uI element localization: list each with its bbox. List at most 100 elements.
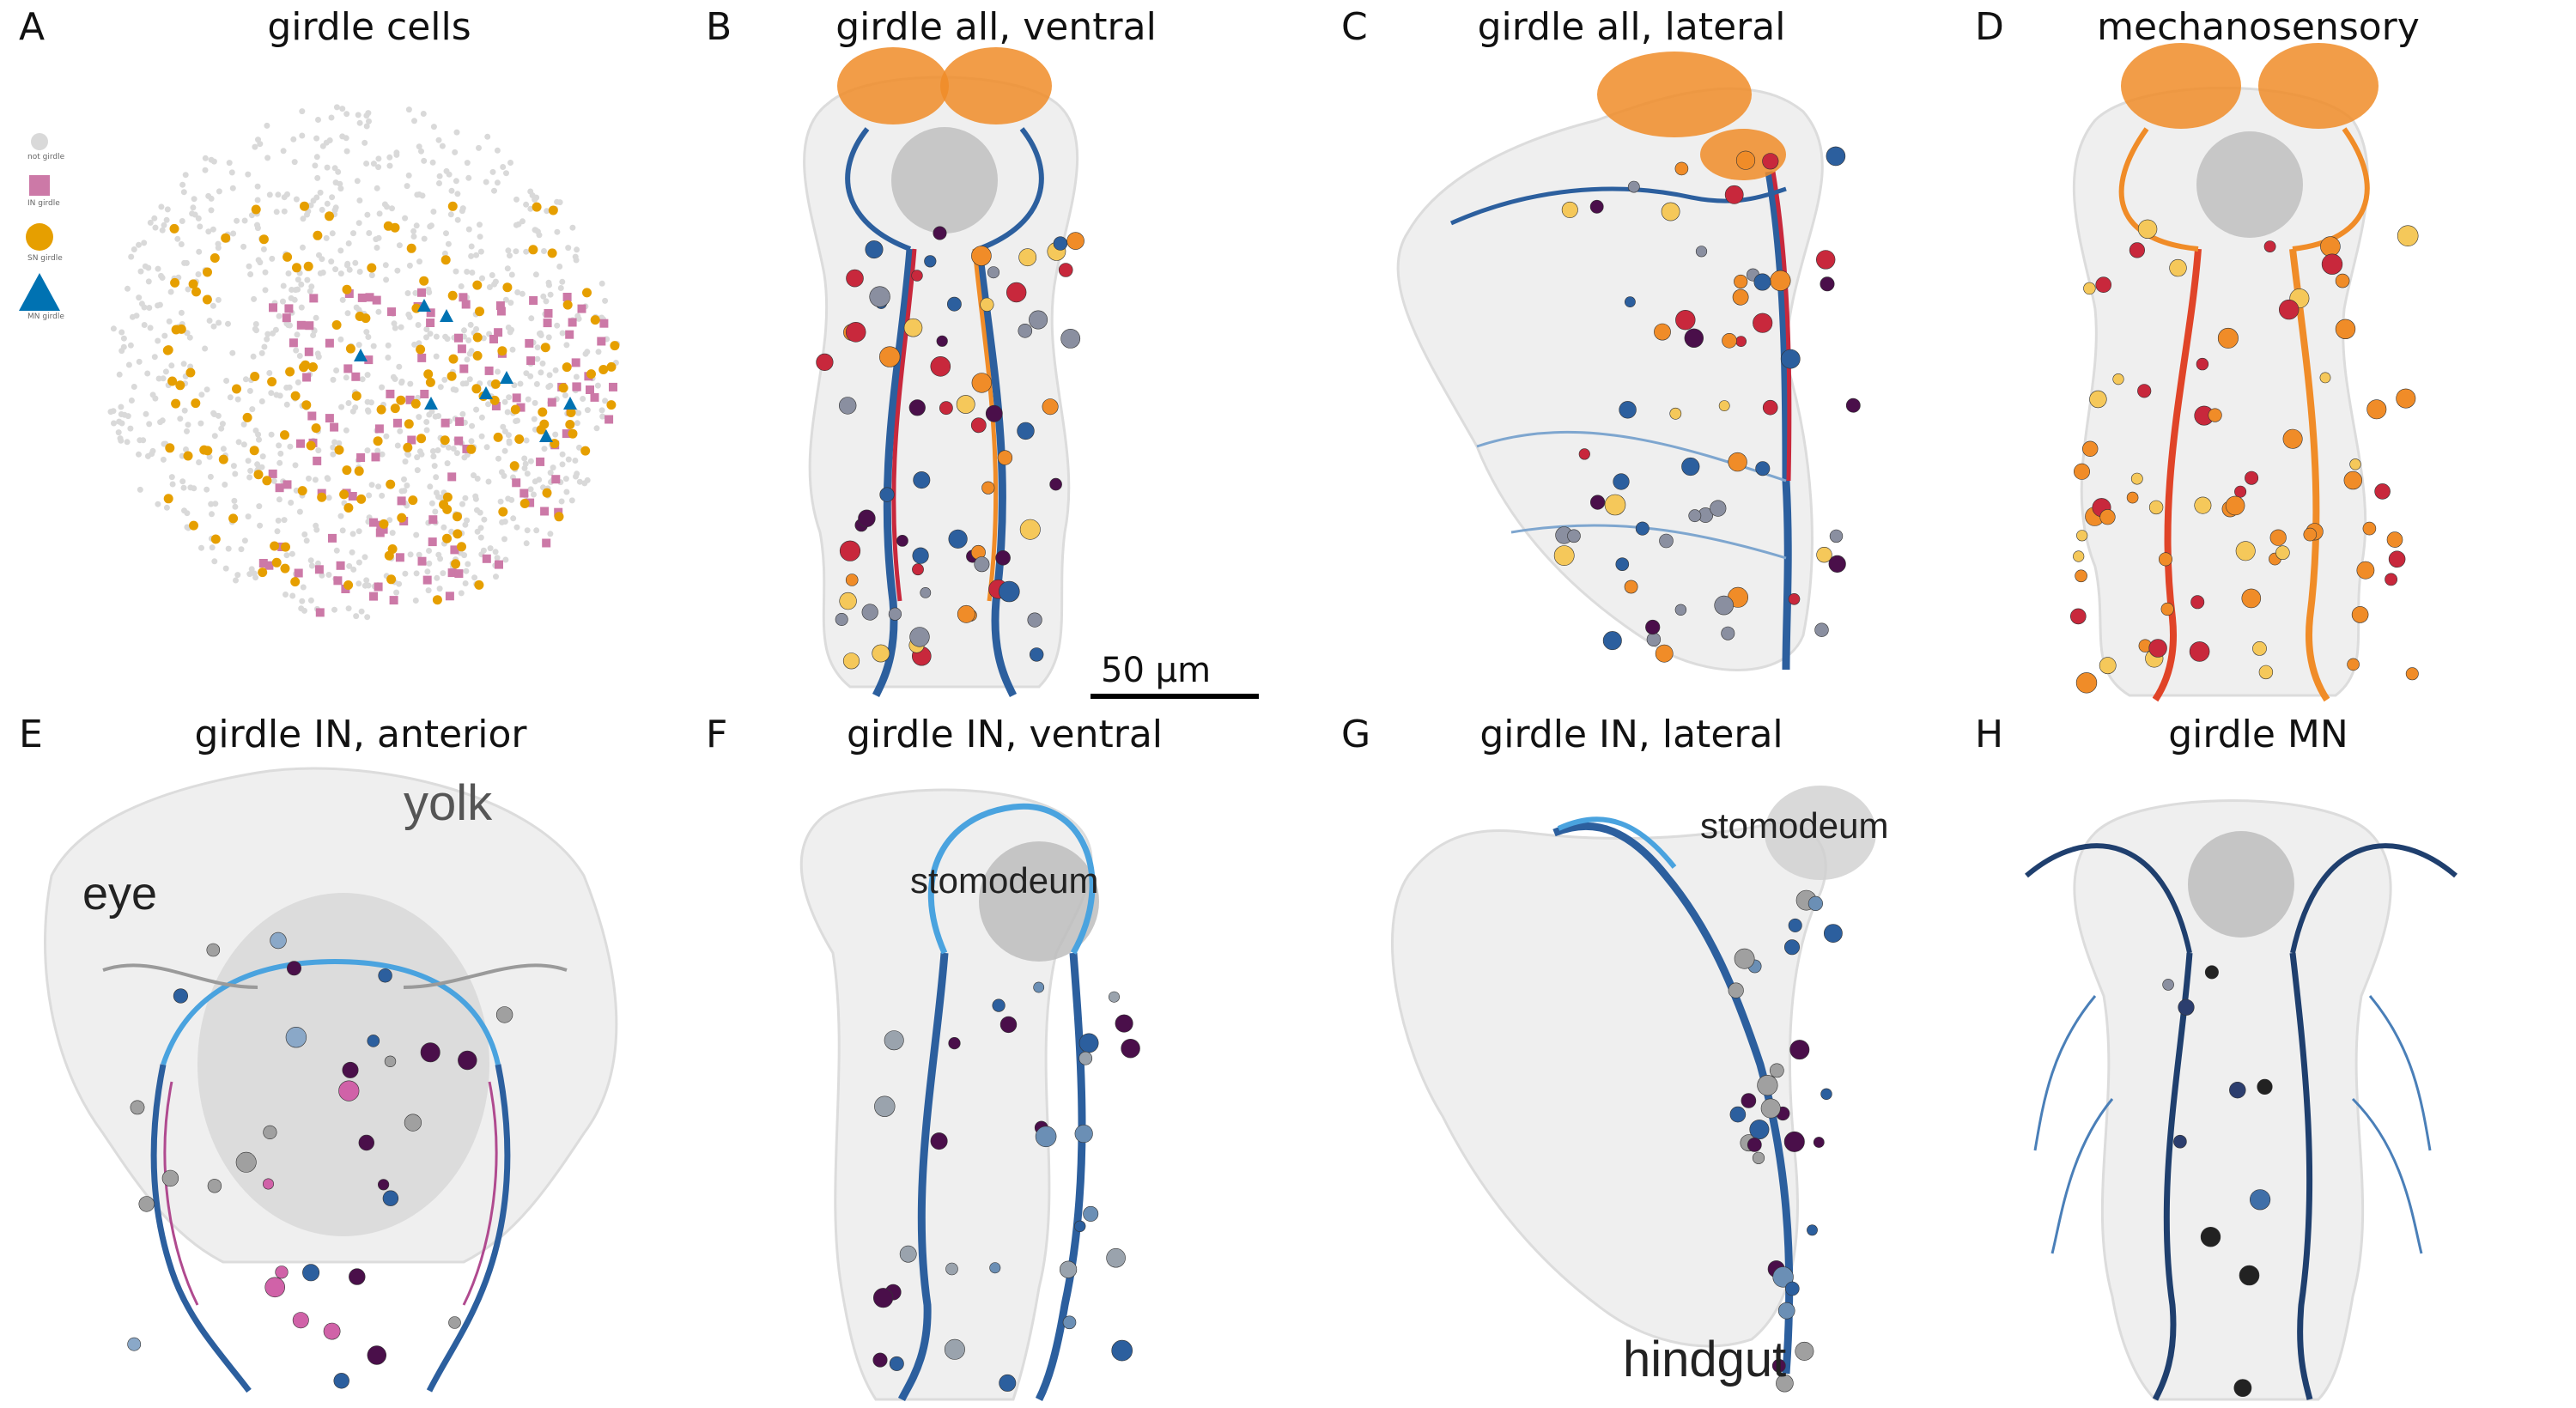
not-girdle-point [453,450,460,457]
not-girdle-point [287,322,293,329]
neuron-render-in-lateral [1390,786,1876,1393]
not-girdle-point [443,230,449,237]
soma [946,296,962,312]
not-girdle-point [414,467,421,474]
soma [1776,1374,1794,1393]
sn-girdle-point [301,400,312,410]
not-girdle-point [410,234,417,240]
not-girdle-point [317,189,324,196]
not-girdle-point [234,217,240,224]
mn-dorsal-branches [2025,843,2458,954]
in-girdle-point [336,561,345,570]
soma [842,652,860,670]
soma [2351,606,2369,623]
circumoral-connective [845,127,1044,252]
panel-title-h: girdle MN [2168,713,2348,756]
not-girdle-point [545,384,552,391]
not-girdle-point [228,169,235,176]
soma [1578,448,1590,460]
soma [957,604,975,623]
stomodeum [2196,131,2303,238]
not-girdle-point [429,159,436,166]
in-girdle-point [328,533,337,543]
not-girdle-point [383,276,390,283]
not-girdle-point [416,414,422,421]
label-yolk: yolk [404,775,493,831]
in-girdle-point [577,304,586,313]
girdle-in-right [1035,952,1086,1402]
not-girdle-point [315,354,322,361]
soma [1788,918,1802,932]
sn-girdle-point [493,432,503,442]
not-girdle-point [262,269,269,276]
sn-girdle-point [379,519,389,529]
not-girdle-point [404,482,410,489]
not-girdle-point [280,298,286,305]
not-girdle-point [494,179,501,186]
soma [286,961,301,976]
soma-spheres [872,981,1140,1392]
soma [2137,219,2158,239]
not-girdle-point [430,453,437,460]
not-girdle-point [227,394,234,401]
sn-girdle-point [580,446,591,456]
soma [1106,1247,1126,1268]
not-girdle-point [507,160,513,166]
legend-marker-not-girdle [31,133,48,150]
soma [2200,1226,2221,1247]
sn-girdle-point [425,377,435,387]
not-girdle-point [554,228,561,235]
not-girdle-point [486,284,493,290]
not-girdle-point [524,470,531,477]
not-girdle-point [536,476,543,483]
not-girdle-point [211,433,218,440]
soma [992,998,1005,1012]
soma [173,988,188,1004]
not-girdle-point [160,456,167,463]
sn-girdle-point [300,201,309,211]
not-girdle-point [532,399,538,406]
soma [2070,608,2087,625]
not-girdle-point [415,322,422,328]
soma [1669,407,1682,420]
not-girdle-point [248,566,255,573]
not-girdle-point [179,218,185,224]
not-girdle-point [437,384,444,391]
soma [1816,546,1832,563]
not-girdle-point [383,433,390,440]
soma [1729,1106,1747,1123]
not-girdle-point [180,189,187,196]
not-girdle-point [315,447,322,454]
soma [1807,1224,1818,1236]
sensory-cluster [1597,52,1786,180]
not-girdle-point [219,421,226,428]
not-girdle-point [430,124,437,130]
in-girdle-point [525,338,534,348]
not-girdle-point [471,472,477,479]
not-girdle-point [501,398,508,405]
soma [378,968,392,983]
not-girdle-point [215,296,222,303]
in-girdle-point [371,452,380,462]
not-girdle-point [206,453,213,460]
soma [2148,639,2167,658]
not-girdle-point [337,513,344,519]
not-girdle-point [453,129,460,136]
not-girdle-point [492,278,499,285]
soma [974,556,990,573]
soma [873,1288,894,1308]
soma [899,1245,917,1263]
not-girdle-point [118,329,125,336]
not-girdle-point [343,111,350,118]
not-girdle-point [450,386,457,393]
soma [987,266,999,279]
soma [1753,313,1773,333]
soma [2178,998,2195,1016]
sn-girdle-point [547,248,557,258]
soma [2405,667,2419,681]
sn-girdle-point [568,428,578,439]
in-girdle-point [275,483,284,493]
not-girdle-point [426,548,432,554]
not-girdle-point [477,248,484,255]
not-girdle-point [453,268,459,275]
